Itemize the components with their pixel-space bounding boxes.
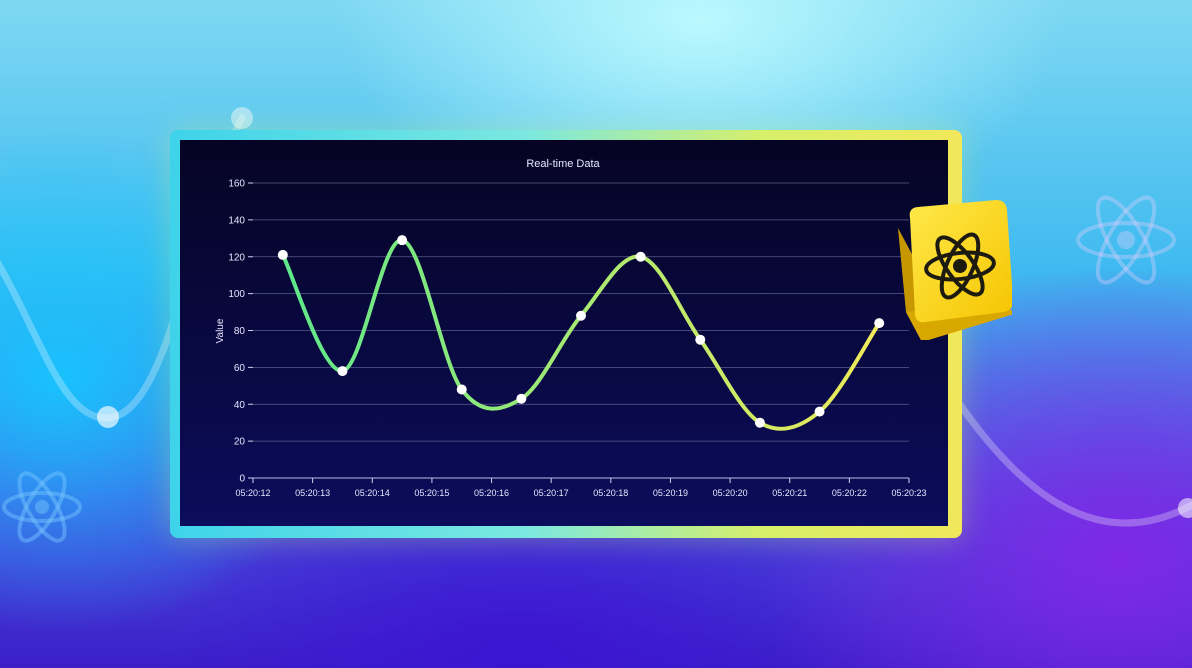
- x-tick-label: 05:20:20: [713, 488, 748, 498]
- data-point: [397, 235, 408, 246]
- x-tick-label: 05:20:18: [593, 488, 628, 498]
- x-tick-label: 05:20:21: [772, 488, 807, 498]
- data-point: [337, 366, 348, 377]
- data-point: [754, 417, 765, 428]
- data-point: [516, 393, 527, 404]
- data-point: [277, 249, 288, 260]
- points-layer: [277, 235, 885, 428]
- x-tick-label: 05:20:13: [295, 488, 330, 498]
- x-tick-label: 05:20:17: [534, 488, 569, 498]
- y-axis-ticks: 0 20 40 60 80 100 120 140 160: [228, 179, 253, 485]
- background-dot: [231, 107, 253, 129]
- x-tick-label: 05:20:22: [832, 488, 867, 498]
- data-point: [635, 251, 646, 262]
- y-tick-label: 160: [228, 179, 245, 190]
- x-tick-label: 05:20:14: [355, 488, 390, 498]
- grid: [253, 182, 909, 479]
- y-tick-label: 100: [228, 289, 245, 300]
- series-line: [280, 238, 882, 431]
- x-axis-ticks: 05:20:12 05:20:13 05:20:14 05:20:15 05:20:16…: [235, 478, 927, 498]
- react-atom-icon: [924, 232, 996, 300]
- data-point: [874, 318, 885, 329]
- background-dot: [1178, 498, 1192, 518]
- y-tick-label: 120: [228, 252, 245, 263]
- data-point: [695, 334, 706, 345]
- chart-title: Real-time Data: [526, 158, 600, 170]
- y-tick-label: 140: [228, 215, 245, 226]
- x-tick-label: 05:20:12: [235, 488, 270, 498]
- y-tick-label: 20: [234, 437, 246, 448]
- x-tick-label: 05:20:23: [891, 488, 926, 498]
- series-layer: [280, 238, 882, 431]
- y-tick-label: 60: [234, 363, 246, 374]
- react-badge: [898, 200, 1012, 340]
- y-axis-label: Value: [215, 318, 226, 343]
- y-tick-label: 40: [234, 400, 246, 411]
- chart-panel: [180, 140, 948, 526]
- data-point: [576, 310, 586, 321]
- x-tick-label: 05:20:15: [414, 488, 449, 498]
- react-atom-icon: [1076, 195, 1176, 285]
- background-curve-right: [946, 386, 1192, 527]
- y-tick-label: 80: [234, 326, 246, 337]
- data-point: [814, 406, 825, 417]
- x-tick-label: 05:20:19: [653, 488, 688, 498]
- background-dot: [97, 406, 119, 428]
- y-tick-label: 0: [239, 474, 245, 485]
- data-point: [456, 384, 467, 395]
- x-tick-label: 05:20:16: [474, 488, 509, 498]
